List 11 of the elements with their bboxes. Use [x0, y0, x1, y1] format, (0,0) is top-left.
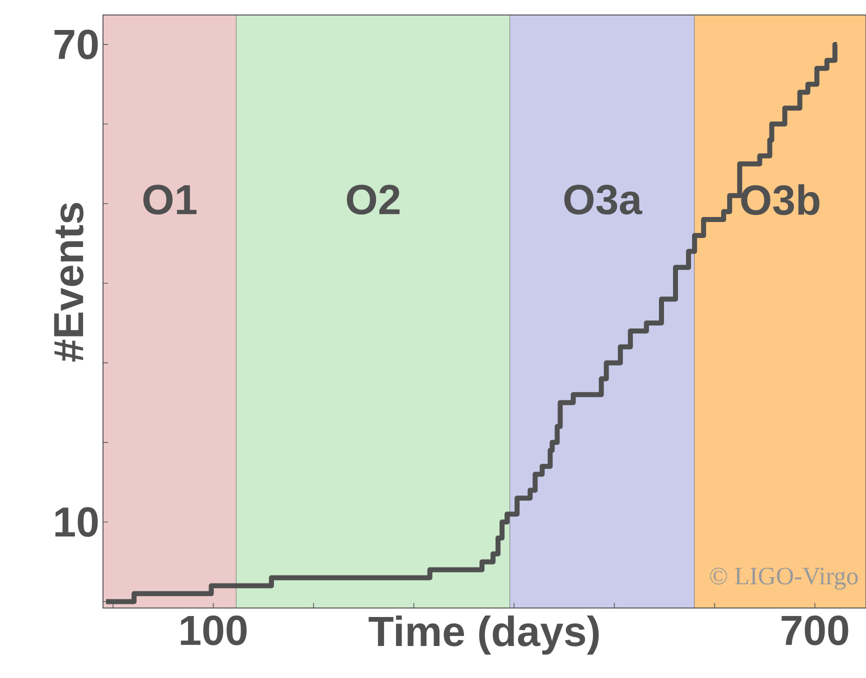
band-label: O2: [346, 184, 400, 215]
y-axis-title: #Events: [54, 203, 84, 362]
band-label: O1: [143, 184, 197, 215]
x-tick-label: 100: [180, 616, 247, 646]
y-tick-label: 70: [54, 30, 98, 60]
x-tick-label: 700: [782, 616, 848, 646]
band-label: O3a: [564, 184, 642, 215]
annotation: © LIGO-Virgo: [710, 568, 858, 590]
band-label: O3b: [741, 184, 820, 216]
x-axis-title: Time (days): [368, 616, 599, 655]
y-tick-label: 10: [55, 507, 98, 537]
